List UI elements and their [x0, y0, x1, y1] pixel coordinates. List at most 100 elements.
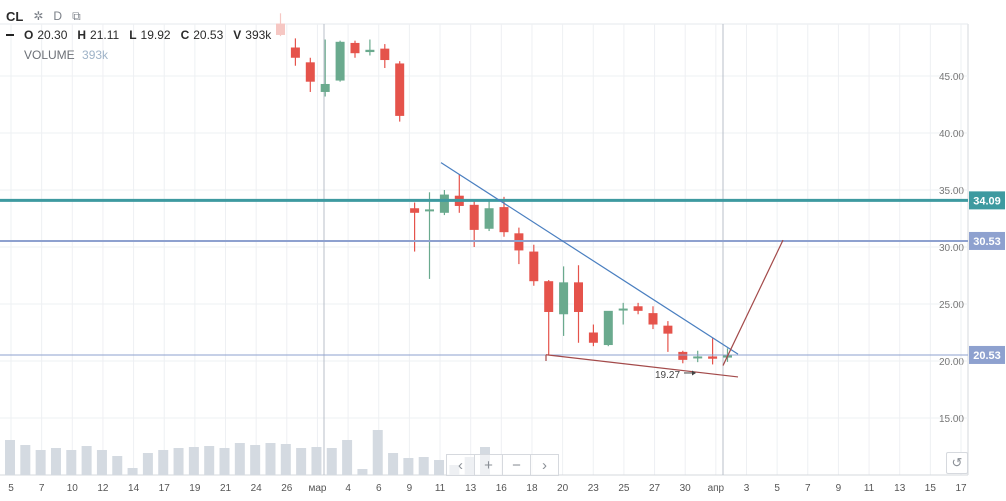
candle-body: [499, 207, 509, 233]
price-tick-label: 30.00: [939, 243, 964, 254]
zoom-in-button[interactable]: +: [475, 455, 503, 475]
time-tick-label: 21: [220, 483, 232, 494]
scroll-left-button[interactable]: ‹: [447, 455, 475, 475]
candle-body: [693, 356, 703, 359]
price-tick-label: 15.00: [939, 414, 964, 425]
volume-bar: [234, 443, 245, 475]
price-tick-label: 25.00: [939, 300, 964, 311]
time-tick-label: апр: [708, 483, 725, 494]
compare-icon[interactable]: ⧉: [72, 8, 81, 23]
series-marker: [6, 34, 14, 36]
volume-bar: [173, 448, 184, 475]
close-value: 20.53: [193, 28, 224, 42]
low-value: 19.92: [140, 28, 171, 42]
candle-body: [469, 204, 479, 230]
close-label: C: [180, 28, 190, 42]
low-label: L: [129, 28, 137, 42]
high-label: H: [77, 28, 87, 42]
time-tick-label: 18: [526, 483, 538, 494]
volume-bar: [158, 450, 169, 475]
volume-bar: [372, 430, 383, 475]
time-tick-label: 16: [496, 483, 508, 494]
high-value: 21.11: [90, 28, 120, 42]
reset-icon[interactable]: ↺: [946, 452, 968, 474]
candle-body: [708, 356, 718, 359]
volume-bar: [66, 450, 77, 475]
volume-bar: [311, 447, 322, 475]
time-tick-label: 20: [557, 483, 569, 494]
time-tick-label: 12: [97, 483, 109, 494]
volume-bar: [204, 446, 215, 475]
candle-body: [320, 83, 330, 92]
candle-body: [305, 62, 315, 82]
time-tick-label: 6: [376, 483, 382, 494]
volume-bar: [342, 440, 353, 475]
volume-bar: [434, 460, 445, 475]
level-price-box: [969, 191, 1005, 210]
volume-bar: [418, 457, 429, 475]
volume-bar: [96, 450, 107, 475]
candle-body: [678, 351, 688, 360]
candle-body: [425, 209, 434, 212]
candle-body: [395, 63, 405, 116]
candle-body: [439, 194, 449, 213]
ohlc-legend: O 20.30 H 21.11 L 19.92 C 20.53 V 393k: [6, 28, 277, 42]
zoom-out-button[interactable]: −: [503, 455, 531, 475]
time-tick-label: 4: [345, 483, 351, 494]
volume-bar: [388, 453, 399, 475]
candle-body: [484, 208, 494, 229]
candle-body: [365, 49, 375, 53]
open-label: O: [24, 28, 34, 42]
time-tick-label: 17: [955, 483, 967, 494]
volume-bar: [219, 448, 230, 475]
symbol-label[interactable]: CL: [6, 8, 24, 24]
gear-icon[interactable]: ✲: [33, 9, 44, 23]
time-tick-label: 30: [680, 483, 692, 494]
price-tick-label: 40.00: [939, 129, 964, 140]
time-tick-label: 27: [649, 483, 661, 494]
interval-label[interactable]: D: [53, 9, 63, 23]
volume-bar: [403, 458, 414, 475]
volume-bar: [265, 443, 276, 475]
candle-body: [350, 42, 360, 54]
time-tick-label: 19: [189, 483, 201, 494]
time-tick-label: 24: [251, 483, 263, 494]
projection-line: [722, 239, 784, 366]
volume-bar: [326, 448, 337, 475]
volume-bar: [280, 444, 291, 475]
candle-body: [529, 251, 539, 282]
candle-body: [544, 281, 554, 312]
candle-body: [663, 325, 673, 334]
level-price-label: 30.53: [973, 236, 1001, 248]
volume-bar: [357, 469, 368, 475]
volume-legend-value: 393k: [82, 48, 109, 62]
chart-toolbar: CL ✲ D ⧉: [6, 8, 81, 24]
open-value: 20.30: [37, 28, 68, 42]
level-price-box: [969, 231, 1005, 250]
volume-bar: [50, 448, 61, 475]
volume-legend-label: VOLUME: [24, 48, 75, 62]
time-tick-label: 7: [39, 483, 45, 494]
candle-body: [603, 310, 613, 346]
trendline: [440, 162, 739, 355]
scroll-right-button[interactable]: ›: [542, 456, 547, 474]
volume-short-value: 393k: [245, 28, 272, 42]
candle-body: [648, 313, 658, 325]
volume-bar: [250, 445, 261, 475]
volume-bar: [81, 446, 92, 475]
support-line: [545, 354, 739, 378]
price-tick-label: 45.00: [939, 72, 964, 83]
candle-body: [559, 282, 569, 315]
volume-bar: [35, 450, 46, 475]
time-tick-label: 13: [465, 483, 477, 494]
candle-body: [410, 208, 420, 213]
time-tick-label: 7: [805, 483, 811, 494]
volume-legend: VOLUME 393k: [24, 48, 108, 62]
candle-body: [335, 41, 345, 81]
time-tick-label: 9: [836, 483, 842, 494]
annotation-label: 19.27: [655, 370, 680, 381]
time-tick-label: 14: [128, 483, 140, 494]
time-tick-label: 17: [159, 483, 171, 494]
